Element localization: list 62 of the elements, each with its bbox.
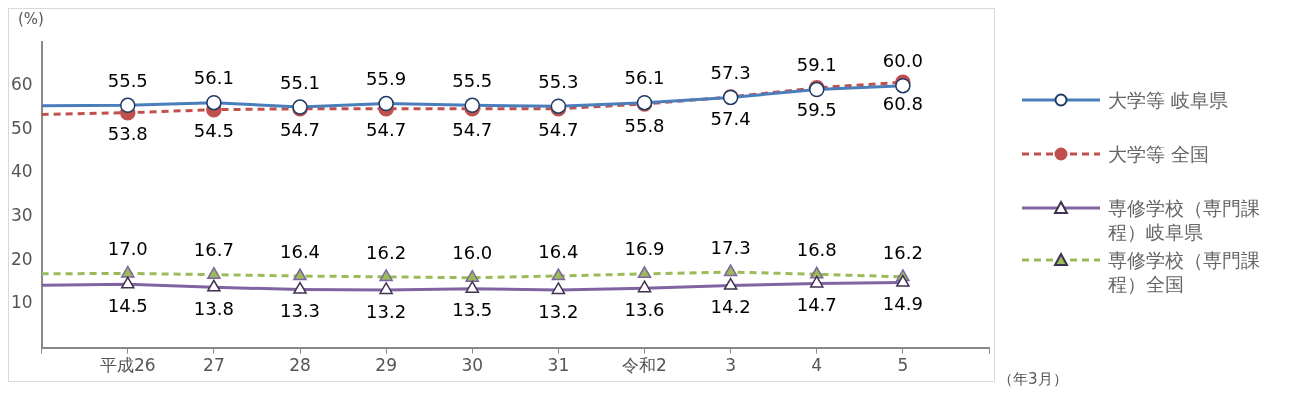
data-label: 55.3 <box>538 70 579 92</box>
data-label: 16.4 <box>279 240 321 262</box>
data-label: 16.4 <box>538 240 579 262</box>
x-tick-label: 5 <box>897 355 909 376</box>
data-label: 59.1 <box>796 54 837 76</box>
data-label: 54.5 <box>193 120 234 142</box>
data-label: 16.8 <box>796 238 837 260</box>
legend-label: 専修学校（専門課程）岐阜県 <box>1108 196 1261 244</box>
data-label: 55.1 <box>279 71 321 93</box>
data-label: 54.7 <box>452 119 493 141</box>
data-label: 55.8 <box>624 114 665 136</box>
data-label: 13.3 <box>279 300 321 322</box>
data-label: 59.5 <box>796 98 837 120</box>
data-label: 55.5 <box>452 69 493 91</box>
data-label: 16.2 <box>882 241 923 263</box>
data-label: 54.7 <box>366 119 407 141</box>
x-tick-label: 平成26 <box>99 355 156 376</box>
data-label: 13.2 <box>538 300 579 322</box>
y-tick-label: 30 <box>10 205 33 226</box>
x-tick-label: 31 <box>547 355 570 376</box>
data-label: 56.1 <box>624 67 665 89</box>
y-axis-title: (%) <box>18 10 44 28</box>
data-label: 14.7 <box>796 294 837 316</box>
x-tick-label: 27 <box>203 355 225 376</box>
data-label: 53.8 <box>107 123 148 145</box>
x-tick-label: 29 <box>375 355 397 376</box>
data-label: 16.7 <box>193 239 234 261</box>
data-label: 17.3 <box>710 236 751 258</box>
legend-label: 専修学校（専門課程）全国 <box>1108 248 1261 296</box>
data-label: 17.0 <box>107 238 148 260</box>
data-label: 13.2 <box>366 300 407 322</box>
data-label: 13.5 <box>452 299 493 321</box>
data-label: 60.0 <box>882 50 923 72</box>
y-tick-label: 50 <box>10 117 33 138</box>
legend-label: 大学等 全国 <box>1108 142 1211 166</box>
data-label: 54.7 <box>538 119 579 141</box>
data-label: 57.3 <box>710 62 751 84</box>
x-tick-label: 28 <box>289 355 311 376</box>
data-label: 16.0 <box>452 242 493 264</box>
data-label: 55.9 <box>366 68 407 90</box>
y-tick-label: 40 <box>10 161 33 182</box>
data-label: 16.2 <box>366 241 407 263</box>
x-tick-label: 4 <box>811 355 823 376</box>
data-label: 13.8 <box>193 298 234 320</box>
data-label: 14.5 <box>107 294 148 316</box>
x-axis-title: （年3月） <box>998 370 1068 389</box>
data-label: 56.1 <box>193 67 234 89</box>
data-label: 54.7 <box>279 119 321 141</box>
data-label: 13.6 <box>624 298 665 320</box>
data-label: 14.2 <box>710 296 751 318</box>
y-tick-label: 60 <box>10 74 33 95</box>
x-tick-label: 令和2 <box>622 355 667 376</box>
legend-label: 大学等 岐阜県 <box>1108 88 1230 112</box>
y-tick-label: 20 <box>10 248 33 269</box>
data-label: 60.8 <box>882 92 923 114</box>
x-tick-label: 3 <box>725 355 737 376</box>
data-label: 14.9 <box>882 293 923 315</box>
y-tick-label: 10 <box>10 292 33 313</box>
data-label: 57.4 <box>710 107 751 129</box>
data-label: 16.9 <box>624 238 665 260</box>
x-tick-label: 30 <box>461 355 484 376</box>
data-label: 55.5 <box>107 69 148 91</box>
